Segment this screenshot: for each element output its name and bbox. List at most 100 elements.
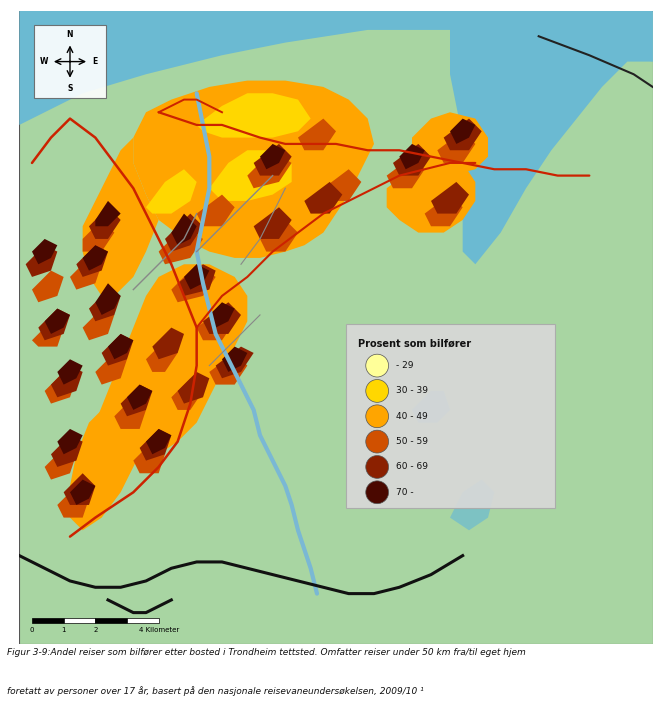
Polygon shape [57,360,83,384]
Polygon shape [44,448,77,480]
Polygon shape [95,264,247,454]
Polygon shape [32,239,57,264]
Polygon shape [64,473,95,505]
Polygon shape [247,150,292,189]
Bar [95,617,127,622]
Polygon shape [95,201,121,226]
Polygon shape [83,245,108,271]
Polygon shape [177,264,216,296]
Polygon shape [114,397,146,429]
Polygon shape [83,233,114,264]
Polygon shape [19,11,653,125]
Text: 1: 1 [61,627,66,633]
Text: 60 - 69: 60 - 69 [396,462,428,472]
Polygon shape [386,157,425,189]
Polygon shape [153,328,184,360]
Polygon shape [203,302,241,334]
Polygon shape [431,182,469,213]
Polygon shape [386,150,475,233]
Circle shape [366,481,388,504]
Polygon shape [95,283,121,315]
Circle shape [366,405,388,427]
Text: 2: 2 [93,627,97,633]
Polygon shape [253,144,292,175]
Polygon shape [323,169,362,201]
Polygon shape [171,264,216,302]
Polygon shape [146,340,177,372]
Polygon shape [133,442,165,473]
Polygon shape [399,144,425,169]
Polygon shape [51,365,83,397]
FancyBboxPatch shape [34,25,106,98]
Text: E: E [92,57,97,66]
Text: 30 - 39: 30 - 39 [396,387,428,395]
Bar [32,617,64,622]
Text: 70 -: 70 - [396,488,414,496]
Polygon shape [89,290,121,321]
FancyBboxPatch shape [345,325,554,508]
Polygon shape [260,144,286,169]
Circle shape [366,456,388,478]
Polygon shape [260,220,298,252]
Polygon shape [393,144,431,175]
Polygon shape [32,271,64,302]
Polygon shape [32,321,64,347]
Polygon shape [95,353,127,384]
Polygon shape [171,213,197,245]
Polygon shape [209,302,235,328]
Polygon shape [197,194,235,226]
Polygon shape [253,207,292,239]
Circle shape [366,430,388,453]
Text: 4 Kilometer: 4 Kilometer [138,627,179,633]
Polygon shape [437,131,475,163]
Bar [64,617,95,622]
Polygon shape [51,435,83,467]
Polygon shape [44,372,77,403]
Polygon shape [197,309,235,340]
Polygon shape [57,429,83,454]
Polygon shape [298,119,336,150]
Polygon shape [222,347,247,372]
Polygon shape [209,150,292,201]
Text: 40 - 49: 40 - 49 [396,412,428,421]
Polygon shape [121,384,153,416]
Polygon shape [450,480,495,530]
Text: S: S [67,84,73,92]
Polygon shape [304,182,342,213]
Polygon shape [412,112,488,175]
Text: - 29: - 29 [396,361,414,370]
Polygon shape [108,334,133,360]
Polygon shape [89,207,121,239]
Polygon shape [146,169,197,213]
Polygon shape [83,220,114,252]
Polygon shape [450,11,653,264]
Polygon shape [26,245,57,277]
Text: N: N [67,31,73,39]
Text: Prosent som bilfører: Prosent som bilfører [358,339,471,349]
Text: foretatt av personer over 17 år, basert på den nasjonale reisevaneundersøkelsen,: foretatt av personer over 17 år, basert … [7,686,423,696]
Polygon shape [77,245,108,277]
Polygon shape [19,11,653,644]
Polygon shape [412,391,450,422]
Bar [127,617,159,622]
Polygon shape [133,81,374,258]
Polygon shape [57,486,89,518]
Polygon shape [83,138,159,296]
Polygon shape [165,213,203,252]
Polygon shape [38,309,70,340]
Polygon shape [127,384,153,410]
Text: 50 - 59: 50 - 59 [396,437,428,446]
Circle shape [366,355,388,377]
Polygon shape [83,309,114,340]
Polygon shape [70,258,101,290]
Text: 0: 0 [30,627,34,633]
Text: Figur 3-9:Andel reiser som bilfører etter bosted i Trondheim tettsted. Omfatter : Figur 3-9:Andel reiser som bilfører ette… [7,648,526,657]
Text: W: W [40,57,48,66]
Polygon shape [450,119,475,144]
Polygon shape [444,119,482,150]
Polygon shape [140,429,171,461]
Polygon shape [184,264,209,290]
Polygon shape [216,347,253,379]
Polygon shape [197,93,310,138]
Circle shape [366,379,388,403]
